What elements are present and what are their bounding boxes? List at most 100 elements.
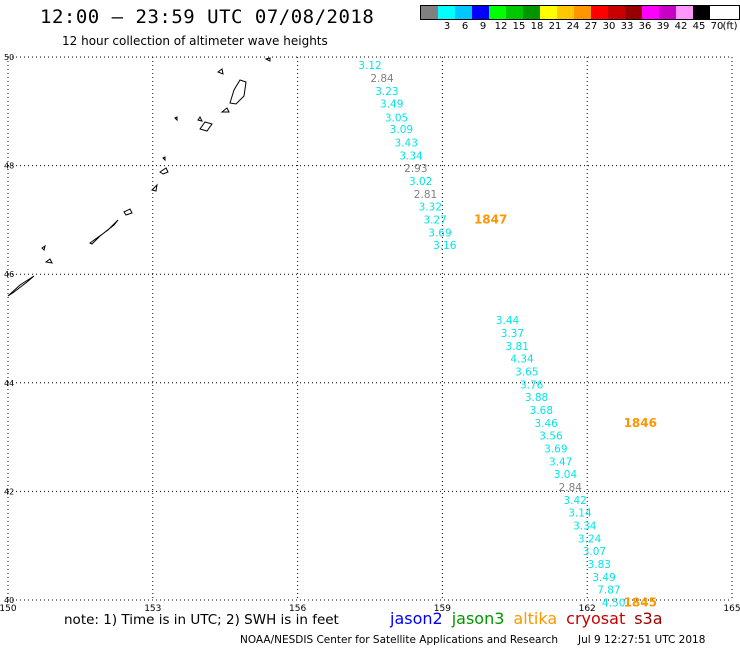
coastline-outline <box>44 258 53 264</box>
wave-height-label: 3.68 <box>530 405 553 417</box>
satellite-jason3: jason3 <box>451 609 505 628</box>
legend-swatch <box>693 6 710 19</box>
legend-swatch <box>659 6 676 19</box>
chart-title: 12:00 – 23:59 UTC 07/08/2018 <box>40 6 375 28</box>
coastline-outline <box>216 68 224 75</box>
x-tick-label: 156 <box>289 604 306 614</box>
wave-height-label: 3.16 <box>433 240 457 252</box>
legend-swatch <box>421 6 438 19</box>
satellite-cryosat: cryosat <box>566 609 626 628</box>
pass-time-label: 1846 <box>624 416 657 430</box>
x-tick-label: 150 <box>0 604 17 614</box>
legend-swatch <box>591 6 608 19</box>
wave-height-label: 3.65 <box>515 366 538 378</box>
legend-swatch <box>676 6 693 19</box>
legend-label: 45 <box>692 21 706 32</box>
legend-label: 30 <box>602 21 616 32</box>
wave-height-label: 7.87 <box>597 585 620 597</box>
wave-height-label: 3.69 <box>544 444 567 456</box>
x-tick-label: 162 <box>579 604 596 614</box>
coastline-outline <box>199 121 213 132</box>
coastline-outline <box>229 79 247 105</box>
wave-height-label: 3.46 <box>534 418 558 430</box>
wave-height-label: 3.49 <box>380 99 403 111</box>
wave-height-label: 3.34 <box>573 521 597 533</box>
wave-height-label: 3.04 <box>554 469 578 481</box>
chart-subtitle: 12 hour collection of altimeter wave hei… <box>62 34 328 48</box>
legend-label: 24 <box>566 21 580 32</box>
wave-height-label: 3.07 <box>583 546 606 558</box>
coastline-outline <box>123 208 133 216</box>
pass-time-label: 1845 <box>624 596 657 610</box>
color-legend: 3 6 9 12 15 18 21 24 27 30 33 36 39 42 45 70 (ft) <box>420 5 740 32</box>
legend-swatch <box>489 6 506 19</box>
satellite-altika: altika <box>513 609 558 628</box>
coastline-outline <box>162 156 166 162</box>
coastline-outline <box>41 244 46 251</box>
y-tick-label: 40 <box>4 596 14 605</box>
wave-height-label: 2.84 <box>559 482 583 494</box>
legend-label: 6 <box>461 21 469 32</box>
legend-label: 39 <box>656 21 670 32</box>
wave-height-label: 3.47 <box>549 457 572 469</box>
coastline-outline <box>151 183 158 192</box>
coastline-outline <box>89 219 119 245</box>
wave-height-label: 3.42 <box>563 495 586 507</box>
coastline-outline <box>159 167 169 175</box>
coastline-outline <box>174 116 178 122</box>
legend-swatch <box>642 6 659 19</box>
wave-height-label: 3.05 <box>385 112 408 124</box>
wave-height-label: 2.81 <box>414 189 437 201</box>
satellite-legend: jason2 jason3 altika cryosat s3a <box>390 609 672 628</box>
legend-label: 9 <box>479 21 487 32</box>
wave-height-label: 3.49 <box>592 572 615 584</box>
wave-height-label: 3.24 <box>578 534 602 546</box>
legend-label: 27 <box>584 21 598 32</box>
wave-height-label: 3.88 <box>525 392 548 404</box>
wave-height-label: 3.56 <box>539 430 563 442</box>
legend-swatch <box>574 6 591 19</box>
coastline-outline <box>264 57 271 62</box>
legend-swatch <box>523 6 540 19</box>
wave-height-label: 3.69 <box>428 227 451 239</box>
legend-swatch <box>455 6 472 19</box>
wave-height-label: 4.34 <box>510 353 534 365</box>
legend-label: 70 <box>710 21 724 32</box>
x-tick-label: 165 <box>723 604 740 614</box>
footer-note: note: 1) Time is in UTC; 2) SWH is in fe… <box>64 612 339 628</box>
y-tick-label: 46 <box>4 270 14 279</box>
legend-label: 3 <box>443 21 451 32</box>
legend-label: 21 <box>548 21 562 32</box>
legend-swatch <box>472 6 489 19</box>
wave-height-label: 3.12 <box>358 60 381 72</box>
wave-height-label: 3.43 <box>395 137 418 149</box>
coastline-outline <box>220 107 230 113</box>
legend-swatches <box>420 5 740 20</box>
generated-timestamp: Jul 9 12:27:51 UTC 2018 <box>578 634 706 646</box>
wave-height-label: 3.14 <box>568 508 592 520</box>
legend-label: 12 <box>494 21 508 32</box>
satellite-jason2: jason2 <box>390 609 443 628</box>
legend-swatch <box>438 6 455 19</box>
x-tick-label: 159 <box>434 604 451 614</box>
legend-swatch <box>540 6 557 19</box>
wave-height-label: 3.34 <box>399 150 423 162</box>
wave-height-label: 3.32 <box>419 201 442 213</box>
wave-height-label: 3.83 <box>588 559 611 571</box>
legend-label: 33 <box>620 21 634 32</box>
wave-height-label: 3.23 <box>375 86 398 98</box>
legend-labels: 3 6 9 12 15 18 21 24 27 30 33 36 39 42 45 70 (ft) <box>420 20 740 32</box>
legend-swatch <box>506 6 523 19</box>
legend-label: 42 <box>674 21 688 32</box>
wave-height-label: 4.50 <box>602 598 625 610</box>
wave-height-label: 3.27 <box>423 214 446 226</box>
wave-height-label: 3.81 <box>506 341 529 353</box>
wave-height-label: 3.76 <box>520 379 544 391</box>
x-tick-label: 153 <box>144 604 161 614</box>
wave-height-label: 3.09 <box>390 124 413 136</box>
y-tick-label: 44 <box>4 379 14 388</box>
y-tick-label: 48 <box>4 162 14 171</box>
legend-label: 15 <box>512 21 526 32</box>
y-tick-label: 42 <box>4 487 14 496</box>
